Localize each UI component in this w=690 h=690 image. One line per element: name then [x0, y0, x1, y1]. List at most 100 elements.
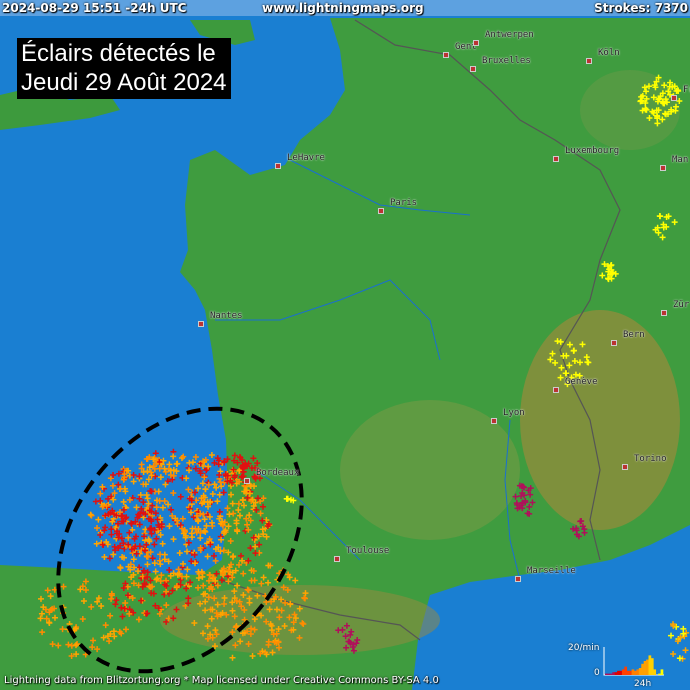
city-label: Bordeaux	[256, 468, 300, 478]
strike-mark	[649, 108, 656, 115]
strike-mark	[254, 460, 261, 467]
strike-mark	[248, 625, 255, 632]
strike-mark	[201, 474, 208, 481]
strike-mark	[123, 514, 130, 521]
strike-mark	[201, 527, 208, 534]
strike-mark	[256, 541, 263, 548]
strike-mark	[680, 630, 687, 637]
strike-mark	[152, 568, 159, 575]
strike-mark	[94, 525, 101, 532]
strike-mark	[668, 108, 675, 115]
strike-mark	[107, 475, 114, 482]
strike-mark	[576, 372, 583, 379]
strike-mark	[272, 593, 279, 600]
strike-mark	[241, 616, 248, 623]
strike-mark	[229, 654, 236, 661]
strike-mark	[241, 606, 248, 613]
city-label: Torino	[634, 454, 667, 464]
strike-mark	[136, 473, 143, 480]
city-marker	[275, 163, 281, 169]
strike-mark	[183, 585, 190, 592]
strike-mark	[188, 497, 195, 504]
city-marker	[622, 464, 628, 470]
strike-mark	[225, 523, 232, 530]
strike-mark	[138, 597, 145, 604]
strike-mark	[179, 515, 186, 522]
site-link[interactable]: www.lightningmaps.org	[262, 1, 424, 15]
strike-mark	[276, 614, 283, 621]
strike-mark	[258, 580, 265, 587]
strike-mark	[526, 510, 533, 517]
strike-mark	[234, 582, 241, 589]
strike-mark	[135, 582, 142, 589]
strike-mark	[146, 464, 153, 471]
strike-mark	[242, 527, 249, 534]
strike-mark	[51, 614, 58, 621]
strike-mark	[562, 370, 569, 377]
strike-mark	[228, 491, 235, 498]
strike-mark	[102, 512, 109, 519]
strike-mark	[173, 606, 180, 613]
strike-mark	[68, 652, 75, 659]
strike-mark	[247, 483, 254, 490]
strike-mark	[109, 507, 116, 514]
strike-mark	[549, 350, 556, 357]
strike-mark	[211, 643, 218, 650]
strike-mark	[208, 519, 215, 526]
pyrenees	[160, 585, 440, 655]
strike-mark	[237, 454, 244, 461]
strike-mark	[187, 579, 194, 586]
footer-credit: Lightning data from Blitzortung.org * Ma…	[4, 675, 439, 686]
strike-mark	[97, 490, 104, 497]
strike-mark	[651, 82, 658, 89]
strike-mark	[120, 506, 127, 513]
strike-mark	[244, 494, 251, 501]
strike-mark	[126, 610, 133, 617]
strike-mark	[149, 502, 156, 509]
strike-mark	[244, 628, 251, 635]
city-marker	[334, 556, 340, 562]
strike-mark	[125, 534, 132, 541]
strike-mark	[169, 476, 176, 483]
city-label: Genève	[565, 377, 598, 387]
strike-mark	[135, 616, 142, 623]
strike-mark	[223, 611, 230, 618]
strike-mark	[211, 595, 218, 602]
strike-mark	[250, 455, 257, 462]
city-marker	[515, 576, 521, 582]
strike-mark	[107, 612, 114, 619]
strike-mark	[205, 503, 212, 510]
strike-mark	[108, 531, 115, 538]
strike-mark	[240, 502, 247, 509]
strike-mark	[204, 623, 211, 630]
strike-mark	[210, 574, 217, 581]
strike-mark	[234, 528, 241, 535]
strike-mark	[79, 583, 86, 590]
strike-mark	[646, 114, 653, 121]
strike-mark	[89, 644, 96, 651]
massif-central	[340, 400, 520, 540]
strike-mark	[108, 493, 115, 500]
strike-mark	[252, 465, 259, 472]
strike-mark	[301, 595, 308, 602]
strike-mark	[519, 490, 526, 497]
strike-mark	[547, 356, 554, 363]
strike-mark	[112, 547, 119, 554]
strike-mark	[126, 496, 133, 503]
strike-mark	[350, 647, 357, 654]
strike-mark	[240, 570, 247, 577]
hist-bar	[646, 659, 649, 675]
strike-mark	[206, 535, 213, 542]
strike-mark	[198, 495, 205, 502]
strike-mark	[239, 557, 246, 564]
strike-mark	[144, 574, 151, 581]
strike-mark	[670, 622, 677, 629]
strike-mark	[120, 476, 127, 483]
strike-mark	[655, 74, 662, 81]
strike-mark	[131, 564, 138, 571]
strike-mark	[104, 504, 111, 511]
strike-mark	[156, 524, 163, 531]
strike-mark	[185, 595, 192, 602]
strike-mark	[229, 500, 236, 507]
